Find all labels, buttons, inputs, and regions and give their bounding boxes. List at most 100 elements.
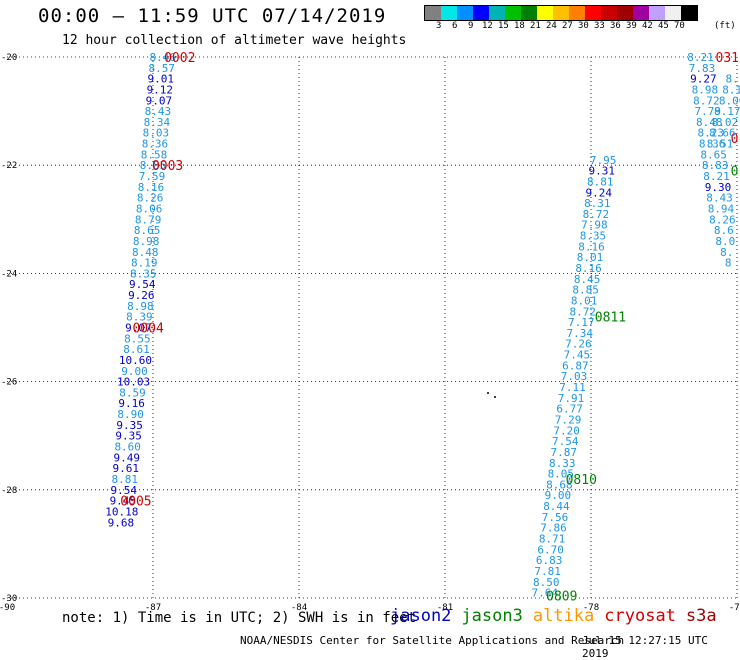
color-scale-label: 42: [642, 21, 653, 31]
color-swatch: [457, 6, 473, 20]
pass-label: 0809: [546, 589, 577, 604]
wave-height-value: 9.49: [113, 451, 140, 464]
footer-timestamp: Jul 15 12:27:15 UTC 2019: [582, 634, 708, 660]
color-swatch: [537, 6, 553, 20]
color-scale-label: 45: [658, 21, 669, 31]
wave-height-value: 7.83: [689, 62, 716, 75]
wave-height-value: 8.19: [131, 257, 158, 270]
color-scale-label: 27: [562, 21, 573, 31]
wave-height-value: 8.00: [719, 94, 740, 107]
wave-height-value: 7.91: [558, 392, 585, 405]
wave-height-value: 10.60: [119, 354, 152, 367]
wave-height-value: 9.61: [112, 462, 139, 475]
color-scale-label: 15: [498, 21, 509, 31]
wave-height-value: 8.16: [575, 262, 602, 275]
wave-height-value: 8.59: [119, 386, 146, 399]
track-jason3: 7.648.507.816.836.708.717.867.568.449.00…: [532, 154, 627, 605]
wave-height-value: 8.: [720, 246, 733, 259]
wave-height-value: 8.35: [580, 230, 607, 243]
wave-height-value: 9.30: [705, 181, 732, 194]
wave-height-value: 8.1: [722, 83, 740, 96]
wave-height-value: 8.81: [112, 473, 139, 486]
y-tick-label: -22: [1, 161, 17, 171]
wave-height-value: 8.16: [578, 240, 605, 253]
color-swatch: [649, 6, 665, 20]
wave-height-value: 8.98: [133, 235, 160, 248]
wave-height-value: 8.36: [142, 138, 169, 151]
wave-height-value: 7.79: [695, 105, 722, 118]
island-marker: [494, 396, 496, 398]
color-swatch: [425, 6, 441, 20]
map-grid: [7, 56, 738, 599]
wave-height-value: 7.29: [555, 413, 582, 426]
wave-height-value: 8.02: [712, 116, 739, 129]
wave-height-value: 8.45: [574, 273, 601, 286]
wave-height-value: 8.48: [132, 246, 159, 259]
color-swatch: [601, 6, 617, 20]
y-tick-label: -28: [1, 486, 17, 496]
wave-height-value: 7.87: [550, 446, 577, 459]
wave-height-value: 8.26: [137, 192, 164, 205]
wave-height-value: 8.51: [707, 138, 734, 151]
color-swatch: [489, 6, 505, 20]
wave-height-value: 8.68: [546, 478, 573, 491]
x-tick-label: -81: [437, 603, 453, 613]
wave-height-value: 7.03: [561, 370, 588, 383]
wave-height-value: 7.59: [139, 170, 166, 183]
color-scale-label: 36: [610, 21, 621, 31]
wave-height-value: 9.45: [110, 495, 137, 508]
wave-height-value: 9.07: [125, 322, 152, 335]
wave-height-value: 9.54: [129, 278, 156, 291]
pass-label: 031: [716, 51, 739, 66]
pass-label: 0: [731, 165, 739, 180]
wave-height-value: 8.01: [577, 251, 604, 264]
color-scale-label: 24: [546, 21, 557, 31]
color-scale-bar: [424, 5, 698, 21]
satellite-legend: jason2 jason3 altika cryosat s3a: [390, 606, 727, 626]
wave-height-value: 8.06: [136, 202, 163, 215]
satellite-legend-jason2: jason2: [390, 606, 452, 626]
x-tick-label: -90: [0, 603, 15, 613]
color-scale-label: 18: [514, 21, 525, 31]
footer-note: note: 1) Time is in UTC; 2) SWH is in fe…: [62, 610, 417, 626]
footer-credit: NOAA/NESDIS Center for Satellite Applica…: [240, 634, 625, 647]
color-scale-label: 70: [674, 21, 685, 31]
color-scale-label: 39: [626, 21, 637, 31]
satellite-legend-s3a: s3a: [685, 606, 717, 626]
color-swatch: [681, 6, 697, 20]
x-tick-label: -75: [729, 603, 740, 613]
wave-height-value: 9.07: [146, 94, 173, 107]
wave-height-value: 8.66: [709, 127, 736, 140]
wave-height-value: 8.98: [692, 83, 719, 96]
wave-height-value: 7.54: [552, 435, 579, 448]
color-swatch: [569, 6, 585, 20]
wave-height-value: 10.03: [117, 376, 150, 389]
x-tick-label: -84: [291, 603, 307, 613]
color-swatch: [617, 6, 633, 20]
wave-height-value: 9.35: [116, 419, 143, 432]
track-cryosat: 8.468.579.019.129.078.438.348.038.368.58…: [105, 51, 195, 529]
wave-height-value: 8.0: [715, 235, 735, 248]
pass-label: 0810: [566, 473, 597, 488]
wave-height-value: 8.33: [549, 457, 576, 470]
wave-height-value: 8.90: [117, 408, 144, 421]
wave-height-value: 7.95: [590, 154, 617, 167]
wave-height-value: 8.21: [703, 170, 730, 183]
wave-height-value: 8.03: [143, 127, 170, 140]
color-swatch: [505, 6, 521, 20]
page-subtitle: 12 hour collection of altimeter wave hei…: [62, 33, 407, 48]
color-scale-label: 9: [468, 21, 474, 31]
wave-height-value: 8.85: [572, 284, 599, 297]
wave-height-value: 8.72: [693, 94, 720, 107]
wave-height-value: 8.26: [709, 213, 736, 226]
wave-height-value: 8.21: [687, 51, 714, 64]
color-scale-label: 12: [482, 21, 493, 31]
wave-height-value: 8.61: [123, 343, 150, 356]
axis-ticks: -90 -87 -84 -81 -78 -75 -20 -22 -24 -26 -28 -30: [0, 53, 740, 613]
wave-height-value: 8.98: [127, 300, 154, 313]
wave-height-value: 6.87: [562, 359, 589, 372]
wave-height-value: 8.65: [700, 148, 727, 161]
wave-height-value: 9.31: [588, 165, 615, 178]
wave-height-value: 9.24: [586, 186, 613, 199]
